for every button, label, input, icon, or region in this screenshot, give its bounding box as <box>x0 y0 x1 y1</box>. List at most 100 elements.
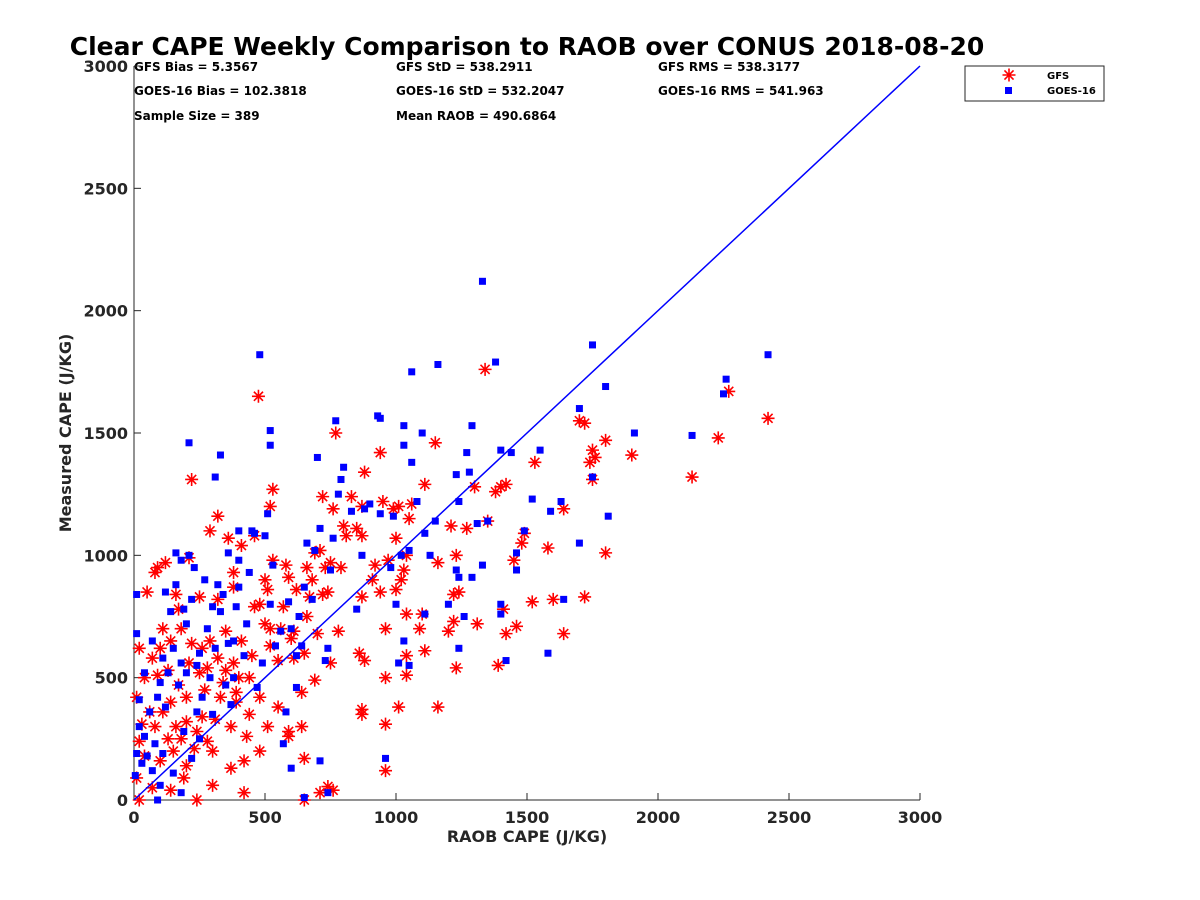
gfs-point <box>242 707 256 721</box>
goes16-point <box>413 498 421 506</box>
y-axis-label: Measured CAPE (J/KG) <box>56 334 75 533</box>
gfs-point <box>352 646 366 660</box>
gfs-point <box>266 553 280 567</box>
goes16-point <box>460 613 468 620</box>
gfs-point <box>394 573 408 587</box>
gfs-point <box>151 561 165 575</box>
gfs-point <box>316 587 330 601</box>
gfs-point <box>331 624 345 638</box>
gfs-point <box>251 389 265 403</box>
gfs-point <box>211 509 225 523</box>
gfs-point <box>761 411 775 425</box>
gfs-point <box>355 707 369 721</box>
gfs-point <box>515 536 529 550</box>
gfs-point <box>337 519 351 533</box>
gfs-point <box>625 448 639 462</box>
goes16-point <box>271 642 279 650</box>
gfs-point <box>447 614 461 628</box>
goes16-point <box>232 603 240 611</box>
gfs-point <box>156 705 170 719</box>
gfs-point <box>179 759 193 773</box>
goes16-point <box>337 475 345 483</box>
gfs-point <box>379 671 393 685</box>
goes16-point <box>358 551 366 559</box>
gfs-point <box>253 690 267 704</box>
one-to-one-reference-line <box>133 65 921 801</box>
goes16-point <box>720 390 727 398</box>
goes16-point <box>216 608 224 616</box>
goes16-point <box>190 564 198 572</box>
x-tick-label: 500 <box>248 808 281 827</box>
goes16-point <box>182 669 190 677</box>
gfs-point <box>137 671 151 685</box>
gfs-point <box>193 666 206 680</box>
goes16-point <box>222 681 230 689</box>
chart-title: Clear CAPE Weekly Comparison to RAOB ove… <box>70 32 985 61</box>
goes16-point <box>361 505 369 513</box>
gfs-point <box>185 636 199 650</box>
goes16-point <box>452 566 460 574</box>
stat-goes-std: GOES-16 StD = 532.2047 <box>396 84 565 98</box>
goes16-point <box>172 581 180 589</box>
goes16-point <box>434 360 442 368</box>
goes16-point <box>547 507 555 515</box>
goes16-point <box>492 358 500 366</box>
gfs-point <box>494 480 508 494</box>
goes16-point <box>468 573 476 581</box>
goes16-point <box>266 441 274 449</box>
y-axis-ticks: 0 500 1000 1500 2000 2500 3000 <box>83 57 141 810</box>
gfs-point <box>586 443 599 457</box>
goes16-point <box>382 754 390 762</box>
legend-goes16-marker <box>1005 87 1012 94</box>
gfs-point <box>313 543 327 557</box>
goes16-point <box>287 764 295 772</box>
goes16-point <box>133 590 141 598</box>
goes16-point <box>295 613 303 620</box>
gfs-point <box>389 583 403 597</box>
goes16-point <box>324 789 332 797</box>
stat-goes-bias: GOES-16 Bias = 102.3818 <box>134 84 307 98</box>
gfs-point <box>381 553 395 567</box>
goes16-point <box>211 473 219 481</box>
gfs-point <box>198 683 212 697</box>
gfs-point <box>271 654 285 668</box>
goes16-point <box>513 566 521 574</box>
gfs-point <box>179 715 193 729</box>
goes16-point <box>366 500 374 508</box>
gfs-point <box>242 671 256 685</box>
goes16-point <box>560 595 568 603</box>
goes16-point <box>452 471 460 479</box>
gfs-point <box>326 502 340 516</box>
goes16-point <box>455 644 463 652</box>
goes16-point <box>468 422 476 430</box>
goes16-point <box>209 603 217 611</box>
gfs-point <box>229 695 243 709</box>
gfs-point <box>279 558 293 572</box>
goes16-point <box>418 429 426 437</box>
gfs-point <box>358 654 372 668</box>
gfs-point <box>399 649 413 663</box>
gfs-point <box>263 639 277 653</box>
goes16-point <box>167 608 175 616</box>
gfs-point <box>428 436 442 450</box>
gfs-point <box>174 622 188 636</box>
gfs-point <box>237 786 251 800</box>
y-tick-label: 0 <box>117 791 128 810</box>
gfs-point <box>224 720 238 734</box>
gfs-point <box>179 690 193 704</box>
goes16-point <box>146 708 154 716</box>
gfs-point <box>599 546 613 560</box>
goes16-point <box>154 693 162 701</box>
goes16-point <box>245 568 253 576</box>
goes16-point <box>209 710 217 718</box>
goes16-point <box>520 527 528 535</box>
gfs-point <box>392 700 406 714</box>
goes16-point <box>177 789 185 797</box>
goes16-point <box>327 566 334 574</box>
goes16-point <box>722 375 730 383</box>
gfs-point <box>413 622 427 636</box>
gfs-point <box>491 658 505 672</box>
x-axis-label: RAOB CAPE (J/KG) <box>447 827 607 846</box>
gfs-point <box>418 477 432 491</box>
